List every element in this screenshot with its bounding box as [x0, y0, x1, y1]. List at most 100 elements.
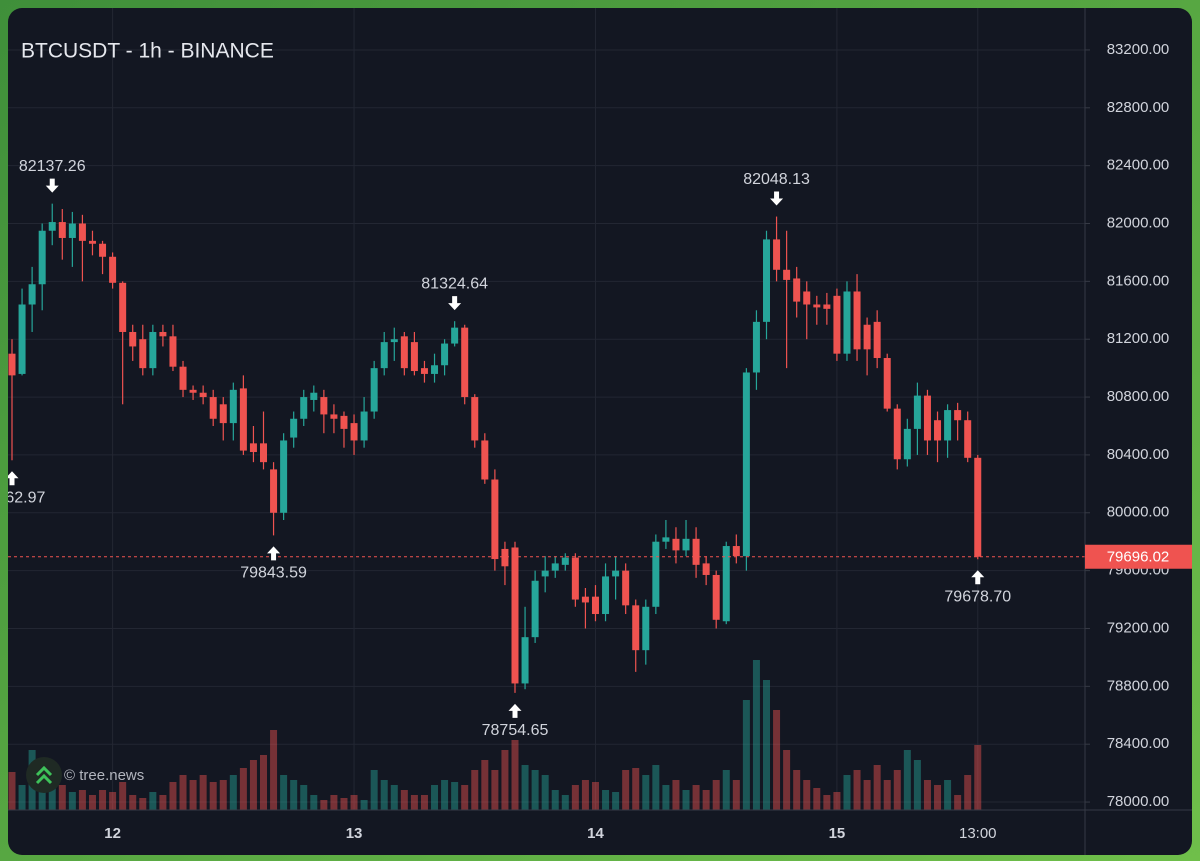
volume-bar: [602, 790, 610, 810]
y-tick-label: 81600.00: [1107, 272, 1170, 289]
candle-body: [239, 388, 247, 451]
volume-bar: [803, 780, 811, 810]
candle-body: [591, 596, 599, 615]
volume-bar: [310, 795, 318, 810]
annotation: 79678.70: [944, 588, 1011, 605]
volume-bar: [541, 775, 549, 810]
candle-body: [722, 546, 730, 622]
volume-bar: [712, 780, 720, 810]
annotation: 79843.59: [240, 565, 307, 582]
volume-bar: [551, 790, 559, 810]
volume-bar: [722, 770, 730, 810]
volume-bar: [561, 795, 569, 810]
candle-body: [561, 557, 569, 565]
candle-body: [451, 327, 459, 344]
candle-body: [78, 223, 86, 241]
arrow-down: [770, 191, 784, 206]
volume-bar: [974, 745, 982, 810]
volume-bar: [501, 750, 509, 810]
last-price-tag: [1085, 544, 1192, 569]
volume-bar: [742, 700, 750, 810]
volume-bar: [581, 780, 589, 810]
volume-bar: [964, 775, 972, 810]
candle-body: [843, 291, 851, 354]
volume-bar: [390, 785, 398, 810]
candle-body: [280, 440, 288, 513]
volume-bar: [702, 790, 710, 810]
candle-body: [913, 395, 921, 429]
volume-bar: [189, 780, 197, 810]
candle-body: [934, 420, 942, 441]
candle-body: [8, 353, 16, 376]
volume-bar: [642, 775, 650, 810]
volume-bar: [129, 795, 137, 810]
arrow-up: [8, 471, 19, 486]
candle-body: [974, 457, 982, 557]
candle-body: [290, 418, 298, 438]
volume-bar: [88, 795, 96, 810]
candle-body: [189, 389, 197, 393]
candle-body: [270, 469, 278, 513]
volume-bar: [622, 770, 630, 810]
volume-bar: [913, 760, 921, 810]
candle-body: [531, 580, 539, 638]
candle-body: [109, 256, 117, 283]
y-tick-label: 79200.00: [1107, 619, 1170, 636]
volume-bar: [853, 770, 861, 810]
candle-body: [642, 606, 650, 651]
candle-body: [622, 570, 630, 606]
candle-body: [300, 397, 308, 419]
candle-body: [632, 605, 640, 651]
volume-bar: [290, 780, 298, 810]
x-tick-label: 13: [346, 825, 363, 842]
candle-body: [521, 637, 529, 684]
volume-bar: [370, 770, 378, 810]
candle-body: [763, 239, 770, 322]
volume-bar: [451, 782, 459, 810]
volume-bar: [48, 780, 56, 810]
volume-bar: [99, 790, 107, 810]
candle-body: [954, 410, 962, 421]
candle-body: [863, 324, 871, 350]
volume-bar: [783, 750, 791, 810]
watermark: © tree.news: [64, 767, 144, 784]
volume-bar: [320, 800, 328, 810]
candle-body: [400, 336, 408, 369]
candle-body: [793, 278, 801, 302]
candle-body: [481, 440, 489, 480]
volume-bar: [68, 792, 76, 810]
x-tick-label: 14: [587, 825, 604, 842]
candle-body: [803, 291, 811, 305]
y-tick-label: 82400.00: [1107, 157, 1170, 174]
candle-body: [169, 336, 177, 367]
volume-bar: [300, 785, 308, 810]
volume-bar: [179, 775, 187, 810]
volume-bar: [863, 780, 871, 810]
annotation: 81324.64: [421, 275, 488, 292]
volume-bar: [461, 785, 469, 810]
volume-bar: [934, 785, 942, 810]
candle-body: [873, 321, 881, 359]
candle-body: [149, 331, 157, 369]
volume-bar: [531, 770, 539, 810]
candle-body: [712, 574, 720, 620]
volume-bar: [441, 780, 449, 810]
candle-body: [944, 410, 952, 441]
volume-bar: [752, 660, 760, 810]
candle-body: [571, 557, 579, 600]
candle-body: [441, 343, 449, 366]
y-tick-label: 81200.00: [1107, 330, 1170, 347]
volume-bar: [843, 775, 851, 810]
candle-body: [139, 339, 147, 369]
y-tick-label: 78000.00: [1107, 793, 1170, 810]
volume-bar: [78, 790, 86, 810]
candle-body: [48, 222, 56, 231]
arrow-up: [971, 570, 985, 585]
volume-bar: [431, 785, 439, 810]
volume-bar: [380, 780, 388, 810]
candle-body: [249, 443, 257, 453]
candle-body: [823, 304, 831, 309]
volume-bar: [923, 780, 931, 810]
arrow-down: [45, 178, 59, 193]
